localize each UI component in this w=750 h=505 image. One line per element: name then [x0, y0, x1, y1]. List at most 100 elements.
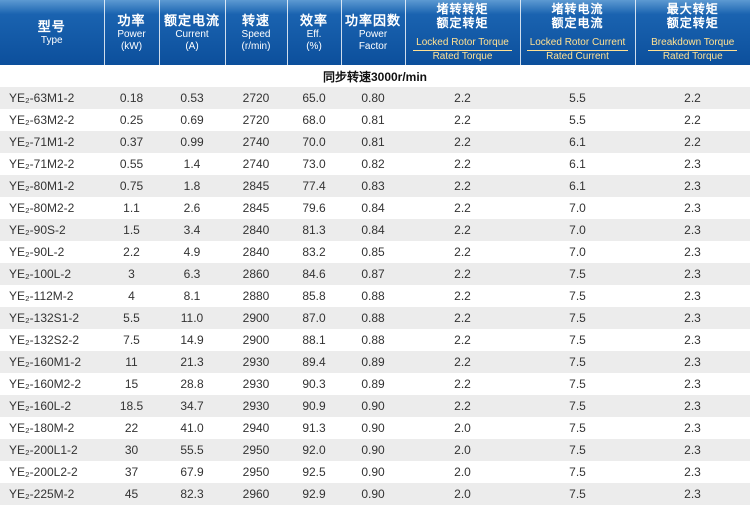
cell-power-kw: 0.37	[104, 131, 159, 153]
cell-power-kw: 0.55	[104, 153, 159, 175]
cell-power-kw: 3	[104, 263, 159, 285]
cell-efficiency: 92.0	[287, 439, 341, 461]
cell-locked-rotor-current-ratio: 7.5	[520, 329, 635, 351]
col-current: 额定电流 Current (A)	[158, 0, 225, 65]
cell-locked-rotor-torque-ratio: 2.0	[405, 461, 520, 483]
cell-efficiency: 70.0	[287, 131, 341, 153]
cell-type: YE₂-160M2-2	[0, 373, 104, 395]
cell-type: YE₂-132S1-2	[0, 307, 104, 329]
cell-locked-rotor-torque-ratio: 2.0	[405, 483, 520, 505]
cell-power-kw: 1.5	[104, 219, 159, 241]
cell-current-a: 8.1	[159, 285, 225, 307]
cell-locked-rotor-torque-ratio: 2.2	[405, 241, 520, 263]
cell-efficiency: 88.1	[287, 329, 341, 351]
col-type-cn: 型号	[37, 18, 66, 34]
cell-current-a: 2.6	[159, 197, 225, 219]
header-row: 型号 Type 功率 Power (kW) 额定电流 Current (A) 转…	[0, 0, 750, 65]
col-power: 功率 Power (kW)	[103, 0, 159, 65]
cell-breakdown-torque-ratio: 2.3	[635, 329, 750, 351]
cell-speed-rpm: 2930	[225, 351, 287, 373]
cell-efficiency: 65.0	[287, 87, 341, 109]
cell-efficiency: 85.8	[287, 285, 341, 307]
cell-power-kw: 22	[104, 417, 159, 439]
cell-efficiency: 92.9	[287, 483, 341, 505]
lrc-cn-bottom: 额定电流	[551, 16, 604, 30]
table-row: YE₂-71M2-2 0.55 1.4 2740 73.0 0.82 2.2 6.1 2.3	[0, 153, 750, 175]
cell-current-a: 0.99	[159, 131, 225, 153]
bt-en-bottom: Rated Torque	[662, 51, 723, 62]
cell-efficiency: 73.0	[287, 153, 341, 175]
cell-power-factor: 0.81	[341, 109, 405, 131]
cell-locked-rotor-current-ratio: 7.5	[520, 483, 635, 505]
cell-type: YE₂-90S-2	[0, 219, 104, 241]
cell-locked-rotor-torque-ratio: 2.0	[405, 439, 520, 461]
cell-current-a: 1.4	[159, 153, 225, 175]
bt-cn-top: 最大转矩	[666, 2, 719, 16]
col-efficiency: 效率 Eff. (%)	[286, 0, 341, 65]
cell-speed-rpm: 2840	[225, 241, 287, 263]
cell-speed-rpm: 2845	[225, 197, 287, 219]
cell-power-kw: 0.18	[104, 87, 159, 109]
cell-power-factor: 0.88	[341, 329, 405, 351]
col-efficiency-en: Eff.	[306, 28, 322, 40]
cell-locked-rotor-current-ratio: 7.5	[520, 263, 635, 285]
cell-power-kw: 0.75	[104, 175, 159, 197]
cell-efficiency: 79.6	[287, 197, 341, 219]
cell-power-kw: 11	[104, 351, 159, 373]
cell-breakdown-torque-ratio: 2.3	[635, 439, 750, 461]
cell-breakdown-torque-ratio: 2.2	[635, 131, 750, 153]
lrt-en-bottom: Rated Torque	[432, 51, 493, 62]
cell-type: YE₂-71M2-2	[0, 153, 104, 175]
table-header: 型号 Type 功率 Power (kW) 额定电流 Current (A) 转…	[0, 0, 750, 65]
cell-power-factor: 0.89	[341, 373, 405, 395]
cell-breakdown-torque-ratio: 2.3	[635, 351, 750, 373]
cell-breakdown-torque-ratio: 2.3	[635, 153, 750, 175]
cell-current-a: 82.3	[159, 483, 225, 505]
cell-type: YE₂-63M1-2	[0, 87, 104, 109]
cell-locked-rotor-current-ratio: 5.5	[520, 87, 635, 109]
cell-type: YE₂-80M2-2	[0, 197, 104, 219]
cell-locked-rotor-current-ratio: 7.5	[520, 307, 635, 329]
col-speed: 转速 Speed (r/min)	[224, 0, 287, 65]
cell-efficiency: 91.3	[287, 417, 341, 439]
cell-locked-rotor-torque-ratio: 2.2	[405, 395, 520, 417]
cell-current-a: 0.53	[159, 87, 225, 109]
bt-en-top: Breakdown Torque	[648, 37, 738, 51]
cell-locked-rotor-current-ratio: 5.5	[520, 109, 635, 131]
cell-current-a: 67.9	[159, 461, 225, 483]
cell-speed-rpm: 2880	[225, 285, 287, 307]
table-row: YE₂-160M1-2 11 21.3 2930 89.4 0.89 2.2 7.5 2.3	[0, 351, 750, 373]
cell-efficiency: 90.3	[287, 373, 341, 395]
col-speed-en: Speed	[241, 28, 271, 40]
col-type-en: Type	[40, 34, 63, 46]
cell-speed-rpm: 2930	[225, 395, 287, 417]
cell-power-factor: 0.90	[341, 439, 405, 461]
lrc-en-top: Locked Rotor Current	[526, 37, 629, 51]
cell-breakdown-torque-ratio: 2.3	[635, 219, 750, 241]
cell-breakdown-torque-ratio: 2.2	[635, 87, 750, 109]
cell-locked-rotor-current-ratio: 7.0	[520, 219, 635, 241]
cell-breakdown-torque-ratio: 2.3	[635, 175, 750, 197]
cell-efficiency: 83.2	[287, 241, 341, 263]
cell-power-factor: 0.84	[341, 197, 405, 219]
cell-breakdown-torque-ratio: 2.2	[635, 109, 750, 131]
cell-current-a: 55.5	[159, 439, 225, 461]
cell-power-kw: 45	[104, 483, 159, 505]
cell-efficiency: 87.0	[287, 307, 341, 329]
cell-locked-rotor-current-ratio: 7.5	[520, 373, 635, 395]
cell-locked-rotor-torque-ratio: 2.2	[405, 219, 520, 241]
table-row: YE₂-80M2-2 1.1 2.6 2845 79.6 0.84 2.2 7.0 2.3	[0, 197, 750, 219]
cell-locked-rotor-torque-ratio: 2.2	[405, 109, 520, 131]
cell-breakdown-torque-ratio: 2.3	[635, 373, 750, 395]
lrc-en-bottom: Rated Current	[546, 51, 609, 62]
cell-type: YE₂-160M1-2	[0, 351, 104, 373]
table-row: YE₂-132S2-2 7.5 14.9 2900 88.1 0.88 2.2 7.5 2.3	[0, 329, 750, 351]
cell-type: YE₂-225M-2	[0, 483, 104, 505]
cell-speed-rpm: 2740	[225, 131, 287, 153]
cell-type: YE₂-80M1-2	[0, 175, 104, 197]
cell-locked-rotor-current-ratio: 7.5	[520, 285, 635, 307]
cell-speed-rpm: 2740	[225, 153, 287, 175]
col-type: 型号 Type	[0, 0, 104, 65]
col-current-en: Current	[175, 28, 209, 40]
cell-power-factor: 0.90	[341, 483, 405, 505]
